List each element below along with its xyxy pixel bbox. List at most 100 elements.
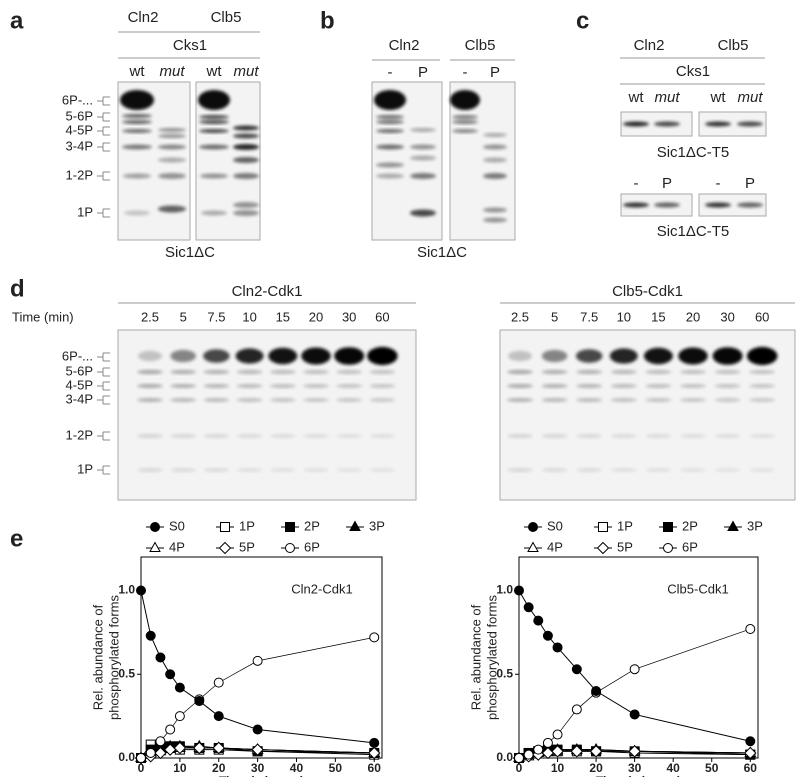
y-tick-label: 1.0 bbox=[118, 583, 135, 597]
gel-band bbox=[158, 157, 186, 163]
gel-band bbox=[714, 398, 741, 402]
marker bbox=[173, 741, 187, 755]
gel-band bbox=[203, 398, 230, 402]
time-tick: 60 bbox=[375, 309, 389, 324]
band-label: 4-5P bbox=[66, 377, 93, 392]
lane-label: P bbox=[490, 64, 500, 81]
adaptor-label: Cks1 bbox=[676, 63, 710, 80]
panel-label: b bbox=[320, 7, 335, 34]
gel-band bbox=[158, 144, 186, 150]
gel-band bbox=[714, 468, 741, 472]
time-tick: 7.5 bbox=[580, 309, 598, 324]
gel-band bbox=[124, 210, 150, 216]
gel-band bbox=[233, 202, 259, 208]
lane-label: P bbox=[418, 64, 428, 81]
gel-band bbox=[158, 173, 186, 179]
gel-title: Clb5-Cdk1 bbox=[612, 283, 683, 300]
gel-band bbox=[203, 468, 230, 472]
time-tick: 30 bbox=[342, 309, 356, 324]
gel-band bbox=[541, 434, 568, 438]
x-tick-label: 0 bbox=[516, 761, 523, 775]
marker bbox=[251, 743, 264, 756]
marker bbox=[570, 745, 584, 758]
plot-frame bbox=[518, 556, 759, 759]
gel-band bbox=[198, 90, 230, 110]
gel-band bbox=[200, 173, 228, 179]
time-tick: 10 bbox=[242, 309, 256, 324]
legend-label: 3P bbox=[369, 518, 385, 533]
gel bbox=[698, 193, 767, 217]
y-axis-title: phosphorylated forms bbox=[106, 594, 121, 720]
legend-label: 4P bbox=[547, 539, 563, 554]
y-axis-title: Rel. abundance of bbox=[90, 604, 105, 710]
gel-band bbox=[705, 121, 731, 127]
gel-band bbox=[749, 398, 776, 402]
lane-label: - bbox=[716, 175, 721, 192]
marker bbox=[193, 741, 206, 755]
gel-band bbox=[268, 347, 298, 365]
marker bbox=[163, 743, 177, 756]
marker bbox=[523, 749, 534, 760]
gel-band bbox=[236, 370, 263, 374]
y-axis-title: Rel. abundance of bbox=[468, 604, 483, 710]
gel-band bbox=[269, 370, 296, 374]
x-tick-label: 50 bbox=[329, 761, 343, 775]
gel-band bbox=[376, 129, 404, 133]
time-tick: 7.5 bbox=[207, 309, 225, 324]
gel-band bbox=[369, 370, 396, 374]
enzyme-label: Clb5 bbox=[211, 9, 242, 26]
band-label: 3-4P bbox=[66, 138, 93, 153]
marker bbox=[154, 746, 167, 760]
lane-label: P bbox=[745, 175, 755, 192]
x-tick-label: 10 bbox=[551, 761, 565, 775]
gel-band bbox=[541, 370, 568, 374]
marker bbox=[598, 522, 608, 532]
time-tick: 30 bbox=[720, 309, 734, 324]
panel-label: c bbox=[576, 7, 589, 34]
gel-band bbox=[737, 202, 763, 208]
marker bbox=[285, 522, 295, 532]
gel-band bbox=[170, 468, 197, 472]
gel-band bbox=[122, 129, 152, 133]
marker bbox=[145, 747, 156, 758]
x-tick-label: 60 bbox=[744, 761, 758, 775]
gel-band bbox=[199, 129, 229, 133]
marker bbox=[744, 746, 757, 760]
gel-band bbox=[576, 370, 603, 374]
y-tick-label: 1.0 bbox=[496, 583, 513, 597]
gel-band bbox=[137, 398, 163, 402]
plot-frame bbox=[140, 556, 383, 759]
gel-band bbox=[749, 468, 776, 472]
marker bbox=[150, 522, 160, 532]
y-tick-label: 0.0 bbox=[118, 750, 135, 764]
legend-label: 5P bbox=[239, 539, 255, 554]
marker bbox=[727, 520, 739, 531]
time-tick: 2.5 bbox=[141, 309, 159, 324]
lane-label: - bbox=[463, 64, 468, 81]
gel-band bbox=[645, 398, 672, 402]
legend-label: 1P bbox=[617, 518, 633, 533]
lane-label: wt bbox=[129, 63, 146, 80]
marker bbox=[349, 520, 361, 531]
gel-band bbox=[410, 144, 436, 150]
enzyme-label: Cln2 bbox=[634, 37, 665, 54]
x-tick-label: 10 bbox=[173, 761, 187, 775]
band-label: 3-4P bbox=[66, 391, 93, 406]
x-tick-label: 0 bbox=[138, 761, 145, 775]
marker bbox=[136, 585, 146, 596]
legend-label: 2P bbox=[304, 518, 320, 533]
lane-label: mut bbox=[159, 63, 185, 80]
legend-label: 3P bbox=[747, 518, 763, 533]
gel-band bbox=[623, 121, 649, 127]
gel-band bbox=[610, 398, 637, 402]
lane-label: - bbox=[388, 64, 393, 81]
gel-band bbox=[654, 202, 680, 208]
marker bbox=[571, 704, 582, 715]
gel-band bbox=[203, 349, 230, 363]
gel-band bbox=[376, 120, 404, 124]
gel-band bbox=[170, 434, 197, 438]
gel-band bbox=[170, 370, 197, 374]
lane-label: - bbox=[634, 175, 639, 192]
time-tick: 5 bbox=[551, 309, 558, 324]
y-tick-label: 0.5 bbox=[496, 666, 513, 680]
